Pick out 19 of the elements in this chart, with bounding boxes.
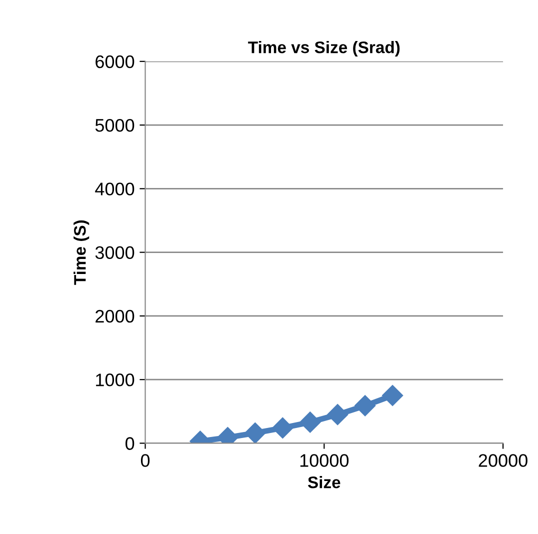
- y-tick-label: 0: [126, 437, 134, 450]
- point: [300, 412, 321, 433]
- point: [244, 422, 266, 444]
- y-tick-label: 4000: [95, 182, 134, 196]
- point: [327, 404, 348, 426]
- x-axis-title: Size: [308, 476, 340, 488]
- point: [382, 384, 404, 406]
- y-tick-label: 5000: [95, 118, 134, 132]
- y-tick-label: 2000: [96, 310, 134, 323]
- x-tick-label: 20000: [478, 454, 528, 467]
- y-tick-label: 3000: [95, 246, 134, 260]
- y-tick-label: 6000: [96, 55, 134, 68]
- chart-title: Time vs Size (Srad): [248, 41, 400, 57]
- x-tick-label: 0: [140, 454, 150, 467]
- y-axis-title: Time (S): [74, 220, 90, 285]
- point: [354, 395, 376, 416]
- y-tick-label: 1000: [96, 374, 134, 386]
- x-tick-label: 10000: [300, 454, 349, 467]
- point: [272, 417, 294, 438]
